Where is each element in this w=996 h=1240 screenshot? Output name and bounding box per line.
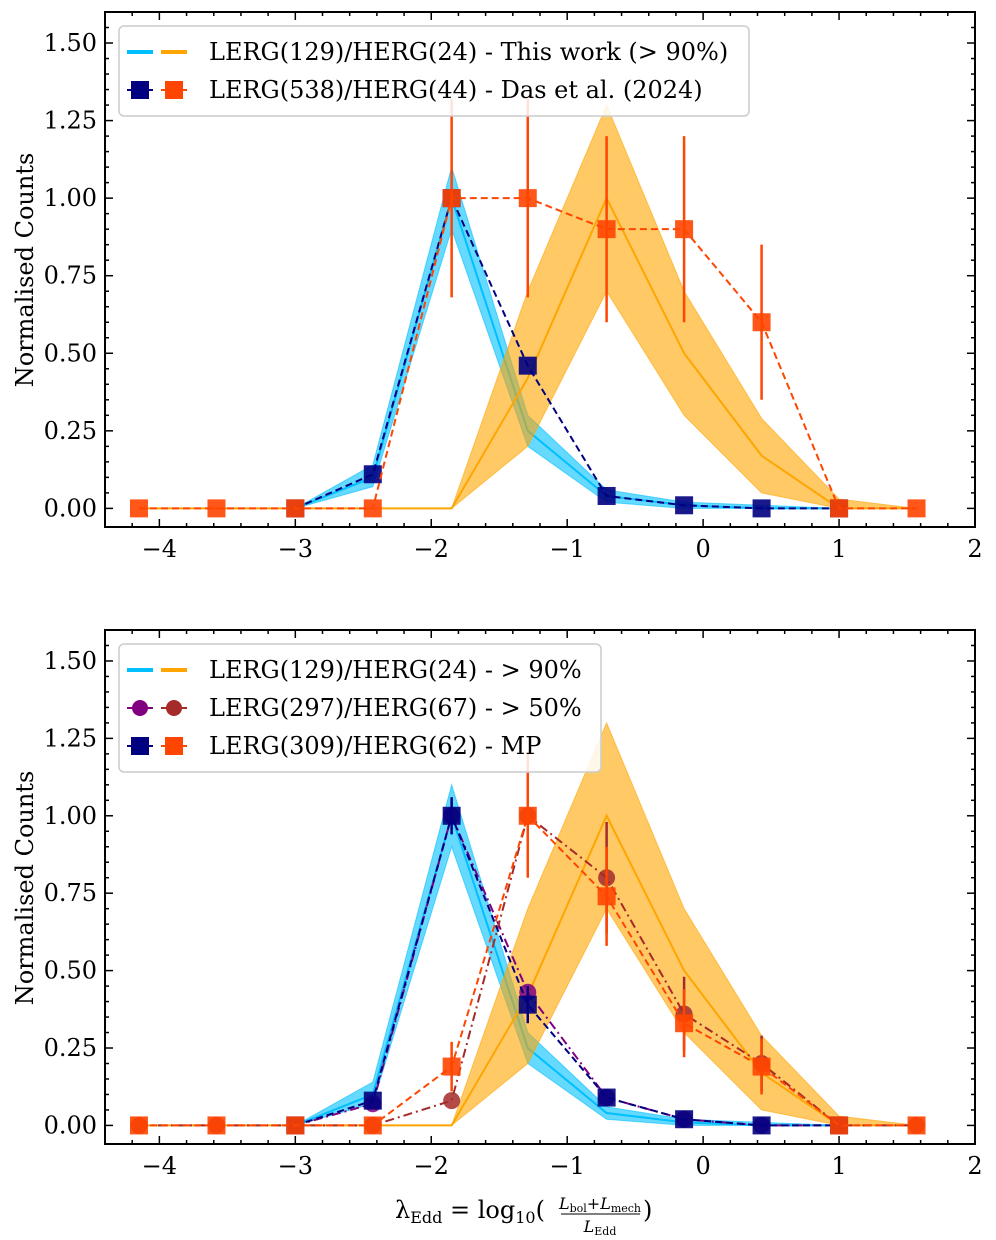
data-point [675,1014,694,1033]
x-tick-label: −2 [414,535,449,563]
bottom-ylabel: Normalised Counts [11,771,39,1006]
x-tick-label: 0 [695,535,710,563]
legend-box [118,643,602,773]
legend-label: LERG(538)/HERG(44) - Das et al. (2024) [209,76,703,104]
xlabel-lambda: λEdd = log10( [395,1196,545,1227]
legend-label: LERG(129)/HERG(24) - This work (> 90%) [209,38,728,66]
series-line [295,812,840,1127]
data-point [286,1116,305,1135]
x-tick-label: −4 [142,535,177,563]
data-point [443,1092,461,1110]
data-point [675,1110,694,1129]
data-point [830,499,849,518]
data-point [675,220,694,239]
x-tick-label: 2 [967,535,982,563]
data-point [129,1116,148,1135]
bottom-xlabel: λEdd = log10( Lbol+Lmech LEdd ) [395,1194,652,1238]
data-point [442,1057,461,1076]
data-point [675,496,694,515]
data-point [752,1057,771,1076]
data-point [907,499,926,518]
y-tick-label: 1.25 [44,107,97,135]
legend-square-icon [131,81,149,99]
data-point [907,1116,926,1135]
legend-box [118,25,750,117]
data-point [363,1091,382,1110]
y-tick-label: 1.50 [44,29,97,57]
top-ylabel: Normalised Counts [11,153,39,388]
legend-label: LERG(309)/HERG(62) - MP [209,732,541,760]
y-tick-label: 0.25 [44,417,97,445]
x-tick-label: 2 [967,1152,982,1180]
data-point [518,356,537,375]
legend-circle-icon [132,700,148,716]
y-tick-label: 1.00 [44,184,97,212]
y-tick-label: 0.75 [44,262,97,290]
y-tick-label: 1.50 [44,647,97,675]
series-line [294,195,840,510]
xlabel-denominator: LEdd [583,1217,617,1238]
y-tick-label: 1.00 [44,802,97,830]
data-point [207,499,226,518]
x-tick-label: −3 [278,1152,313,1180]
legend-square-icon [165,737,183,755]
y-tick-label: 0.00 [44,494,97,522]
data-point [442,189,461,208]
data-point [363,499,382,518]
y-tick-label: 0.25 [44,1034,97,1062]
plot-area [129,98,926,518]
plot-area [129,721,926,1135]
y-tick-label: 0.00 [44,1111,97,1139]
x-tick-label: −1 [549,1152,584,1180]
data-point [752,499,771,518]
xlabel-close-paren: ) [643,1196,652,1224]
y-tick-label: 0.75 [44,879,97,907]
legend-square-icon [131,737,149,755]
data-point [597,887,616,906]
y-tick-label: 0.50 [44,339,97,367]
legend-square-icon [165,81,183,99]
top-panel: Normalised Counts −4 −3 −2 −1 0 1 2 0.00 0.25 0.5… [11,11,983,563]
data-point [597,486,616,505]
y-tick-label: 0.50 [44,957,97,985]
x-tick-label: −4 [142,1152,177,1180]
data-point [830,1116,849,1135]
data-point [518,189,537,208]
data-point [518,995,537,1014]
x-tick-label: 0 [695,1152,710,1180]
legend-circle-icon [166,700,182,716]
data-point [129,499,148,518]
data-point [518,806,537,825]
data-point [363,465,382,484]
data-point [752,1116,771,1135]
x-tick-label: −2 [414,1152,449,1180]
data-point [286,499,305,518]
bottom-panel: Normalised Counts λEdd = log10( Lbol+Lme… [11,629,983,1238]
band-center-line-herg [138,195,917,510]
x-tick-label: 1 [831,535,846,563]
data-point [442,806,461,825]
data-point [752,313,771,332]
x-tick-label: −3 [278,535,313,563]
legend-label: LERG(129)/HERG(24) - > 90% [209,656,582,684]
x-tick-label: 1 [831,1152,846,1180]
y-tick-label: 1.25 [44,724,97,752]
data-point [207,1116,226,1135]
xlabel-numerator: Lbol+Lmech [558,1194,641,1215]
data-point [363,1116,382,1135]
data-point [597,220,616,239]
data-point [597,1088,616,1107]
legend-label: LERG(297)/HERG(67) - > 50% [209,694,582,722]
x-tick-label: −1 [549,535,584,563]
